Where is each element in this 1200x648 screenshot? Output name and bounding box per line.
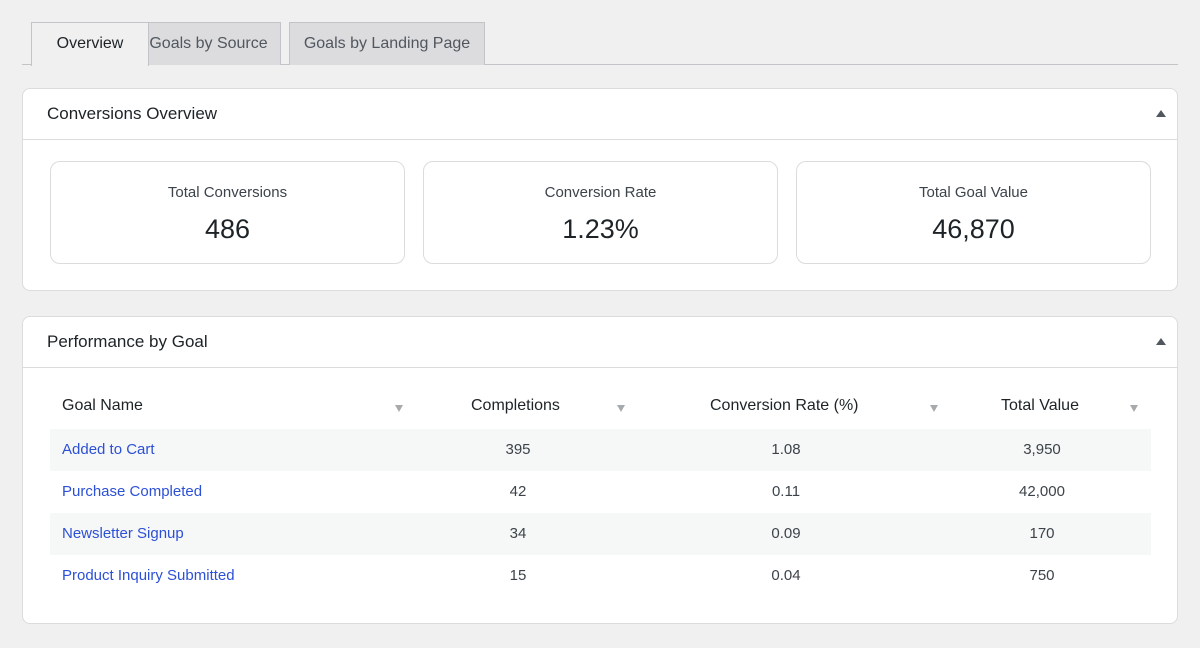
stat-card-total-goal-value: Total Goal Value 46,870 bbox=[796, 161, 1151, 264]
goal-name-link[interactable]: Newsletter Signup bbox=[62, 525, 184, 542]
total-value-cell: 42,000 bbox=[1019, 483, 1065, 500]
goal-name-link[interactable]: Added to Cart bbox=[62, 441, 155, 458]
panel-title: Conversions Overview bbox=[47, 104, 218, 123]
completions-cell: 15 bbox=[509, 567, 527, 584]
stat-label: Conversion Rate bbox=[544, 184, 657, 201]
conversions-overview-panel: Conversions Overview Total Conversions 4… bbox=[22, 88, 1178, 291]
stat-card-total-conversions: Total Conversions 486 bbox=[50, 161, 405, 264]
panel-header: Performance by Goal bbox=[23, 317, 1177, 368]
conversion-rate-cell: 0.11 bbox=[771, 483, 801, 500]
total-value-cell: 3,950 bbox=[1023, 441, 1061, 458]
stat-card-conversion-rate: Conversion Rate 1.23% bbox=[423, 161, 778, 264]
stat-value: 486 bbox=[204, 214, 251, 244]
completions-cell: 42 bbox=[509, 483, 527, 500]
table-row: Added to Cart 395 1.08 3,950 bbox=[50, 429, 1151, 471]
column-header-goal-name[interactable]: Goal Name bbox=[62, 397, 143, 414]
chevron-up-icon[interactable] bbox=[1155, 337, 1167, 347]
column-header-completions[interactable]: Completions bbox=[471, 397, 560, 414]
stat-label: Total Goal Value bbox=[919, 184, 1028, 201]
goal-name-link[interactable]: Purchase Completed bbox=[62, 483, 203, 500]
stat-value: 1.23% bbox=[562, 214, 639, 244]
stat-value: 46,870 bbox=[932, 214, 1015, 244]
tab-goals-by-source[interactable]: Goals by Source bbox=[136, 22, 281, 65]
goals-table: Goal Name Completions Conversion Rate (%… bbox=[50, 387, 1151, 597]
sort-down-icon[interactable] bbox=[930, 405, 940, 413]
table-row: Newsletter Signup 34 0.09 170 bbox=[50, 513, 1151, 555]
table-row: Product Inquiry Submitted 15 0.04 750 bbox=[50, 555, 1151, 597]
completions-cell: 34 bbox=[509, 525, 527, 542]
performance-by-goal-panel: Performance by Goal Goal Name Completion… bbox=[22, 316, 1178, 624]
chevron-up-icon[interactable] bbox=[1155, 109, 1167, 119]
column-header-total-value[interactable]: Total Value bbox=[1001, 397, 1079, 414]
stat-label: Total Conversions bbox=[167, 184, 288, 201]
goal-name-link[interactable]: Product Inquiry Submitted bbox=[62, 567, 235, 584]
table-row: Purchase Completed 42 0.11 42,000 bbox=[50, 471, 1151, 513]
sort-down-icon[interactable] bbox=[1130, 405, 1140, 413]
table-header: Goal Name Completions Conversion Rate (%… bbox=[50, 387, 1151, 429]
tab-overview[interactable]: Overview bbox=[31, 22, 149, 66]
total-value-cell: 170 bbox=[1029, 525, 1055, 542]
sort-down-icon[interactable] bbox=[617, 405, 627, 413]
panel-header: Conversions Overview bbox=[23, 89, 1177, 140]
conversion-rate-cell: 1.08 bbox=[771, 441, 801, 458]
completions-cell: 395 bbox=[505, 441, 531, 458]
conversion-rate-cell: 0.09 bbox=[771, 525, 801, 542]
column-header-conversion-rate[interactable]: Conversion Rate (%) bbox=[710, 397, 859, 414]
total-value-cell: 750 bbox=[1029, 567, 1055, 584]
panel-title: Performance by Goal bbox=[47, 332, 208, 351]
tab-goals-by-landing-page[interactable]: Goals by Landing Page bbox=[289, 22, 485, 65]
sort-down-icon[interactable] bbox=[395, 405, 405, 413]
conversion-rate-cell: 0.04 bbox=[771, 567, 801, 584]
stat-cards: Total Conversions 486 Conversion Rate 1.… bbox=[50, 161, 1151, 264]
tab-bar: Goals by Source Goals by Landing Page Ov… bbox=[22, 22, 1178, 66]
